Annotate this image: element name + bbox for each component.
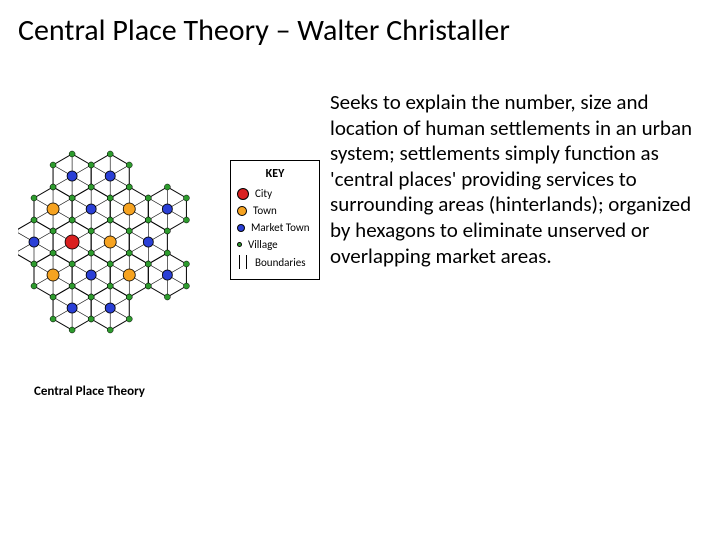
village-dot-icon bbox=[183, 283, 189, 289]
village-dot-icon bbox=[107, 195, 113, 201]
boundaries-icon bbox=[239, 255, 247, 269]
legend-dot-icon bbox=[237, 224, 245, 232]
village-dot-icon bbox=[69, 151, 75, 157]
village-dot-icon bbox=[50, 228, 56, 234]
legend-item-boundaries: Boundaries bbox=[237, 255, 313, 269]
legend-dot-icon bbox=[237, 206, 247, 216]
village-dot-icon bbox=[126, 184, 132, 190]
village-dot-icon bbox=[183, 217, 189, 223]
village-dot-icon bbox=[50, 162, 56, 168]
legend-item: Village bbox=[237, 238, 313, 251]
village-dot-icon bbox=[69, 217, 75, 223]
description-paragraph: Seeks to explain the number, size and lo… bbox=[330, 90, 702, 269]
village-dot-icon bbox=[50, 294, 56, 300]
village-dot-icon bbox=[88, 316, 94, 322]
market-dot-icon bbox=[67, 171, 77, 181]
village-dot-icon bbox=[126, 294, 132, 300]
town-dot-icon bbox=[47, 203, 59, 215]
market-dot-icon bbox=[105, 171, 115, 181]
village-dot-icon bbox=[107, 151, 113, 157]
hex-grid-svg bbox=[18, 140, 218, 370]
village-dot-icon bbox=[164, 184, 170, 190]
village-dot-icon bbox=[145, 261, 151, 267]
village-dot-icon bbox=[50, 250, 56, 256]
legend-dot-icon bbox=[237, 242, 242, 247]
village-dot-icon bbox=[126, 316, 132, 322]
city-dot-icon bbox=[65, 235, 79, 249]
village-dot-icon bbox=[50, 184, 56, 190]
market-dot-icon bbox=[67, 303, 77, 313]
legend-item: City bbox=[237, 187, 313, 200]
village-dot-icon bbox=[31, 261, 37, 267]
village-dot-icon bbox=[164, 228, 170, 234]
town-dot-icon bbox=[123, 203, 135, 215]
village-dot-icon bbox=[107, 327, 113, 333]
legend-label: Boundaries bbox=[255, 256, 306, 269]
legend-title: KEY bbox=[237, 167, 313, 181]
village-dot-icon bbox=[88, 162, 94, 168]
village-dot-icon bbox=[126, 162, 132, 168]
village-dot-icon bbox=[31, 217, 37, 223]
village-dot-icon bbox=[50, 316, 56, 322]
village-dot-icon bbox=[164, 250, 170, 256]
market-dot-icon bbox=[86, 270, 96, 280]
legend-dot-icon bbox=[237, 188, 249, 200]
hex-diagram bbox=[18, 140, 218, 370]
village-dot-icon bbox=[31, 195, 37, 201]
central-place-figure: KEY City Town Market Town Village Boundarie… bbox=[18, 140, 318, 399]
legend-label: Market Town bbox=[251, 221, 310, 234]
village-dot-icon bbox=[164, 294, 170, 300]
village-dot-icon bbox=[145, 195, 151, 201]
legend-box: KEY City Town Market Town Village Boundarie… bbox=[230, 160, 320, 280]
market-dot-icon bbox=[162, 270, 172, 280]
village-dot-icon bbox=[126, 250, 132, 256]
village-dot-icon bbox=[69, 327, 75, 333]
town-dot-icon bbox=[123, 269, 135, 281]
village-dot-icon bbox=[69, 195, 75, 201]
legend-label: Town bbox=[253, 204, 277, 217]
village-dot-icon bbox=[31, 283, 37, 289]
village-dot-icon bbox=[69, 283, 75, 289]
village-dot-icon bbox=[107, 217, 113, 223]
village-dot-icon bbox=[107, 283, 113, 289]
town-dot-icon bbox=[47, 269, 59, 281]
legend-item: Market Town bbox=[237, 221, 313, 234]
legend-label: City bbox=[255, 187, 272, 200]
market-dot-icon bbox=[29, 237, 39, 247]
village-dot-icon bbox=[88, 228, 94, 234]
village-dot-icon bbox=[126, 228, 132, 234]
village-dot-icon bbox=[88, 294, 94, 300]
legend-label: Village bbox=[248, 238, 278, 251]
market-dot-icon bbox=[162, 204, 172, 214]
village-dot-icon bbox=[69, 261, 75, 267]
village-dot-icon bbox=[88, 250, 94, 256]
village-dot-icon bbox=[183, 195, 189, 201]
village-dot-icon bbox=[183, 261, 189, 267]
market-dot-icon bbox=[105, 303, 115, 313]
village-dot-icon bbox=[145, 217, 151, 223]
market-dot-icon bbox=[143, 237, 153, 247]
village-dot-icon bbox=[107, 261, 113, 267]
figure-caption: Central Place Theory bbox=[34, 384, 318, 399]
village-dot-icon bbox=[145, 283, 151, 289]
legend-item: Town bbox=[237, 204, 313, 217]
page-title: Central Place Theory – Walter Christalle… bbox=[18, 12, 702, 49]
market-dot-icon bbox=[86, 204, 96, 214]
town-dot-icon bbox=[104, 236, 116, 248]
village-dot-icon bbox=[88, 184, 94, 190]
